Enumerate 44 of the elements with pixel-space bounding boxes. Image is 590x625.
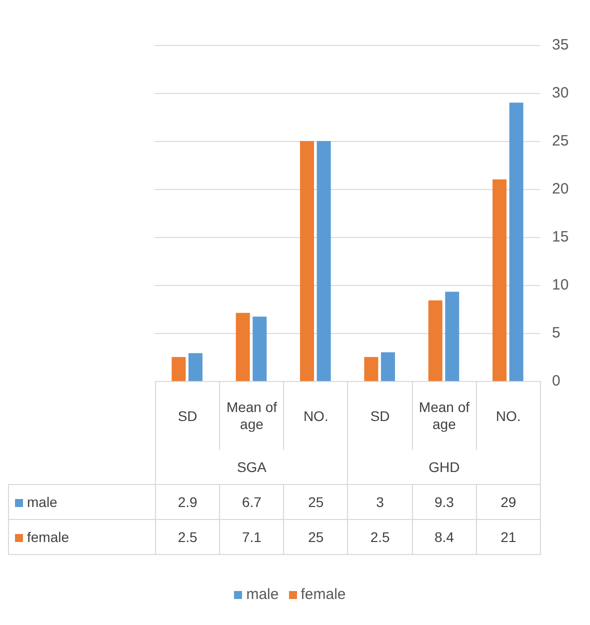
y-tick-label: 0 [552,372,560,390]
bar [445,292,460,381]
bar [188,353,202,381]
y-tick-label: 20 [552,180,569,198]
bar [509,102,524,381]
y-tick-label: 25 [552,132,569,150]
bar [364,357,378,381]
data-label: 3 [348,484,412,520]
text: female [300,586,346,603]
x-tick-label: NO. [476,382,540,450]
bar [380,352,395,381]
data-label: 25 [284,520,348,554]
bar [236,312,250,381]
data-label: 29 [476,484,540,520]
bar [492,179,507,381]
legend-label: male [8,484,156,520]
text: male [246,586,279,603]
y-tick-label: 30 [552,84,569,102]
x-tick-label: Mean of age [412,382,476,450]
x-tick-label: NO. [284,382,348,450]
data-label: 2.5 [156,520,220,554]
bar [300,141,314,381]
data-label: 2.9 [156,484,220,520]
data-label: 8.4 [412,520,476,554]
bar [316,141,331,381]
bar [252,316,267,381]
text: SGA [156,450,348,484]
bar [428,300,442,381]
data-label: 6.7 [220,484,284,520]
x-tick-label: SD [348,382,412,450]
y-tick-label: 5 [552,324,560,342]
data-label: 9.3 [412,484,476,520]
x-tick-label: SD [156,382,220,450]
y-tick-label: 10 [552,276,569,294]
text: GHD [348,450,540,484]
data-label: 25 [284,484,348,520]
data-label: 21 [476,520,540,554]
x-tick-label: Mean of age [220,382,284,450]
data-label: 7.1 [220,520,284,554]
y-tick-label: 35 [552,36,569,54]
bar [172,357,186,381]
data-label: 2.5 [348,520,412,554]
legend-label: female [8,520,156,554]
y-tick-label: 15 [552,228,569,246]
